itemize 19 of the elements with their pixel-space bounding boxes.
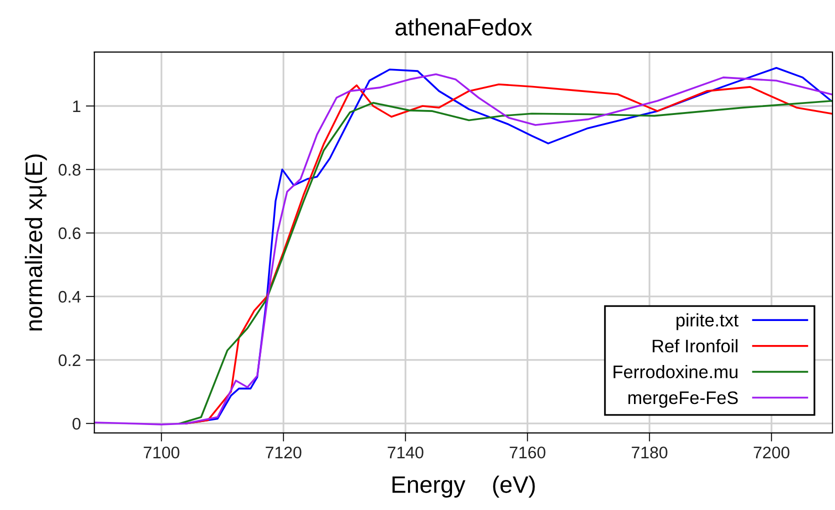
x-tick-label: 7100 — [144, 446, 180, 458]
chart-title: athenaFedox — [396, 18, 532, 36]
x-tick-label: 7120 — [266, 446, 302, 458]
y-tick-label: 0.8 — [58, 164, 80, 176]
x-tick-label: 7200 — [754, 446, 790, 458]
y-tick-label: 0.4 — [58, 290, 81, 303]
y-tick-label: 0 — [72, 418, 81, 430]
legend-label: Ferrodoxine.mu — [614, 365, 738, 378]
legend-label: pirite.txt — [676, 313, 738, 330]
legend-label: mergeFe-FeS — [628, 391, 738, 408]
x-tick-label: 7160 — [510, 446, 546, 458]
x-tick-label: 7140 — [388, 446, 424, 458]
legend-label: Ref Ironfoil — [652, 339, 738, 352]
y-axis-title: normalized xμ(E) — [24, 154, 47, 330]
y-tick-label: 0.2 — [58, 354, 80, 366]
y-tick-label: 1 — [73, 100, 80, 112]
x-axis-title: Energy (eV) — [392, 476, 535, 498]
x-tick-label: 7180 — [632, 446, 668, 458]
y-tick-label: 0.6 — [58, 227, 80, 240]
